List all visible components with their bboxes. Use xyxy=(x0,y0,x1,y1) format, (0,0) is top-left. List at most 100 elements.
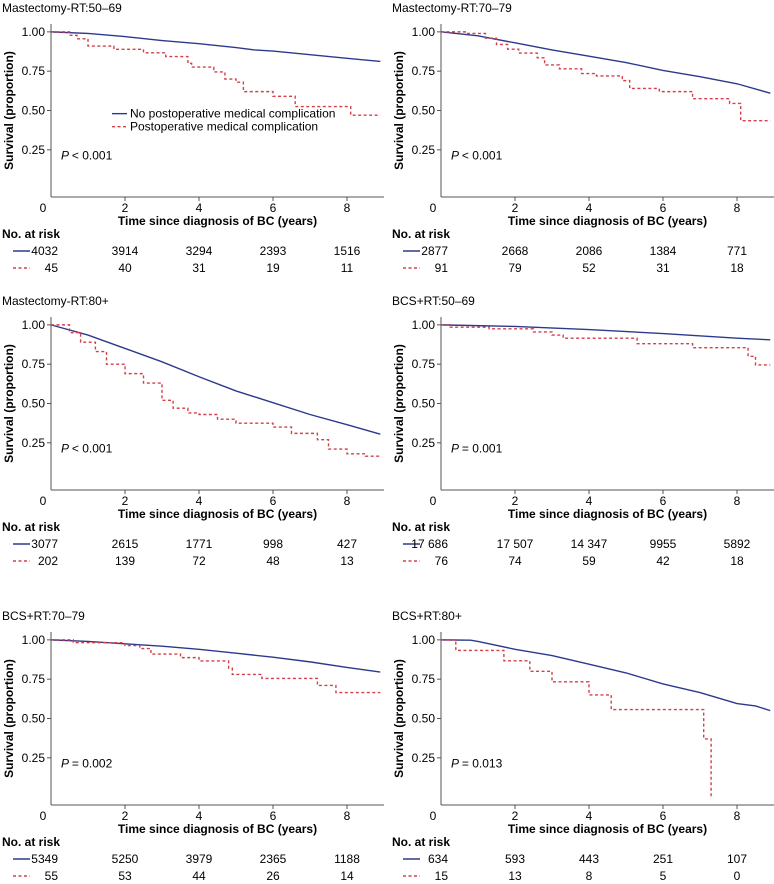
x-tick-label: 6 xyxy=(660,201,667,215)
y-axis-label: Survival (proportion) xyxy=(392,659,406,778)
risk-count: 3979 xyxy=(186,852,213,866)
x-tick-label: 4 xyxy=(196,809,203,823)
risk-count: 2615 xyxy=(112,537,139,551)
x-tick-label: 6 xyxy=(660,494,667,508)
risk-count: 79 xyxy=(508,261,522,275)
risk-count: 251 xyxy=(653,852,673,866)
y-tick-label: 0.75 xyxy=(22,357,46,371)
risk-count: 42 xyxy=(656,554,670,568)
x-tick-label: 4 xyxy=(196,201,203,215)
risk-count: 2393 xyxy=(260,244,287,258)
x-tick-label: 6 xyxy=(270,494,277,508)
y-axis-label: Survival (proportion) xyxy=(392,344,406,463)
risk-count: 443 xyxy=(579,852,599,866)
x-tick-label: 0 xyxy=(430,494,437,508)
panel-title: BCS+RT:80+ xyxy=(392,609,462,623)
x-axis-label: Time since diagnosis of BC (years) xyxy=(508,822,707,836)
risk-count: 107 xyxy=(727,852,747,866)
y-tick-label: 0.25 xyxy=(412,751,436,765)
y-axis-label: Survival (proportion) xyxy=(2,659,16,778)
no-complication-curve xyxy=(440,31,771,94)
risk-count: 1384 xyxy=(650,244,677,258)
risk-table-title: No. at risk xyxy=(2,835,60,849)
km-panel: BCS+RT:50–69 1.00 0.75 0.50 0.25 0 2 4 6 8 Time si… xyxy=(390,293,774,583)
p-value: P = 0.013 xyxy=(451,757,503,771)
x-tick-label: 0 xyxy=(40,809,47,823)
risk-count: 76 xyxy=(435,554,449,568)
y-tick-label: 0.75 xyxy=(412,672,436,686)
x-axis-label: Time since diagnosis of BC (years) xyxy=(118,822,317,836)
risk-count: 59 xyxy=(582,554,596,568)
x-tick-label: 8 xyxy=(344,494,351,508)
y-tick-label: 1.00 xyxy=(412,633,436,647)
risk-count: 17 686 xyxy=(411,537,448,551)
risk-count: 91 xyxy=(435,261,449,275)
risk-count: 55 xyxy=(45,869,59,883)
risk-count: 3077 xyxy=(31,537,58,551)
y-tick-label: 1.00 xyxy=(22,318,46,332)
x-tick-label: 8 xyxy=(734,201,741,215)
km-panel: BCS+RT:80+ 1.00 0.75 0.50 0.25 0 2 4 6 8 Time sinc… xyxy=(390,608,774,884)
x-tick-label: 0 xyxy=(40,201,47,215)
complication-curve xyxy=(51,639,381,694)
y-tick-label: 0.50 xyxy=(412,104,436,118)
risk-count: 5892 xyxy=(724,537,751,551)
km-chart: Mastectomy-RT:70–79 1.00 0.75 0.50 0.25 0 2 4 6 8… xyxy=(392,1,774,275)
km-panel: Mastectomy-RT:80+ 1.00 0.75 0.50 0.25 0 2 4 6 8 Ti… xyxy=(0,293,390,583)
km-panel: Mastectomy-RT:70–79 1.00 0.75 0.50 0.25 0 2 4 6 8… xyxy=(390,0,774,290)
risk-count: 2086 xyxy=(576,244,603,258)
risk-count: 18 xyxy=(730,554,744,568)
risk-count: 3914 xyxy=(112,244,139,258)
risk-count: 48 xyxy=(266,554,280,568)
x-tick-label: 8 xyxy=(734,494,741,508)
y-tick-label: 0.25 xyxy=(412,143,436,157)
risk-count: 31 xyxy=(192,261,206,275)
x-tick-label: 4 xyxy=(196,494,203,508)
risk-count: 4032 xyxy=(31,244,58,258)
no-complication-curve xyxy=(440,639,771,712)
legend-label: Postoperative medical complication xyxy=(130,120,318,134)
x-tick-label: 4 xyxy=(586,494,593,508)
panel-title: Mastectomy-RT:50–69 xyxy=(2,1,122,15)
risk-count: 14 xyxy=(340,869,354,883)
risk-count: 72 xyxy=(192,554,206,568)
x-tick-label: 0 xyxy=(430,809,437,823)
risk-count: 634 xyxy=(428,852,448,866)
p-value: P = 0.001 xyxy=(451,442,503,456)
y-tick-label: 1.00 xyxy=(412,318,436,332)
risk-count: 2365 xyxy=(260,852,287,866)
risk-count: 45 xyxy=(45,261,59,275)
risk-count: 26 xyxy=(266,869,280,883)
risk-count: 31 xyxy=(656,261,670,275)
risk-count: 13 xyxy=(508,869,522,883)
x-axis-label: Time since diagnosis of BC (years) xyxy=(508,507,707,521)
y-axis-label: Survival (proportion) xyxy=(2,344,16,463)
y-tick-label: 0.50 xyxy=(22,104,46,118)
y-axis-label: Survival (proportion) xyxy=(2,51,16,170)
risk-count: 5349 xyxy=(31,852,58,866)
risk-count: 13 xyxy=(340,554,354,568)
risk-count: 1188 xyxy=(334,852,360,866)
complication-curve xyxy=(441,639,712,798)
no-complication-curve xyxy=(440,324,771,341)
complication-curve xyxy=(441,324,771,366)
risk-count: 11 xyxy=(341,261,354,275)
risk-count: 52 xyxy=(582,261,596,275)
y-tick-label: 0.50 xyxy=(412,712,436,726)
risk-count: 40 xyxy=(118,261,132,275)
x-tick-label: 8 xyxy=(344,201,351,215)
x-axis-label: Time since diagnosis of BC (years) xyxy=(118,214,317,228)
risk-count: 139 xyxy=(115,554,135,568)
risk-count: 15 xyxy=(435,869,449,883)
risk-count: 3294 xyxy=(186,244,213,258)
x-tick-label: 2 xyxy=(122,201,129,215)
risk-count: 2668 xyxy=(502,244,529,258)
x-tick-label: 8 xyxy=(344,809,351,823)
p-value: P < 0.001 xyxy=(451,149,503,163)
km-chart: BCS+RT:70–79 1.00 0.75 0.50 0.25 0 2 4 6 8 Time si… xyxy=(2,609,384,883)
no-complication-curve xyxy=(50,31,381,63)
y-axis-label: Survival (proportion) xyxy=(392,51,406,170)
risk-count: 1771 xyxy=(186,537,213,551)
x-axis-label: Time since diagnosis of BC (years) xyxy=(118,507,317,521)
